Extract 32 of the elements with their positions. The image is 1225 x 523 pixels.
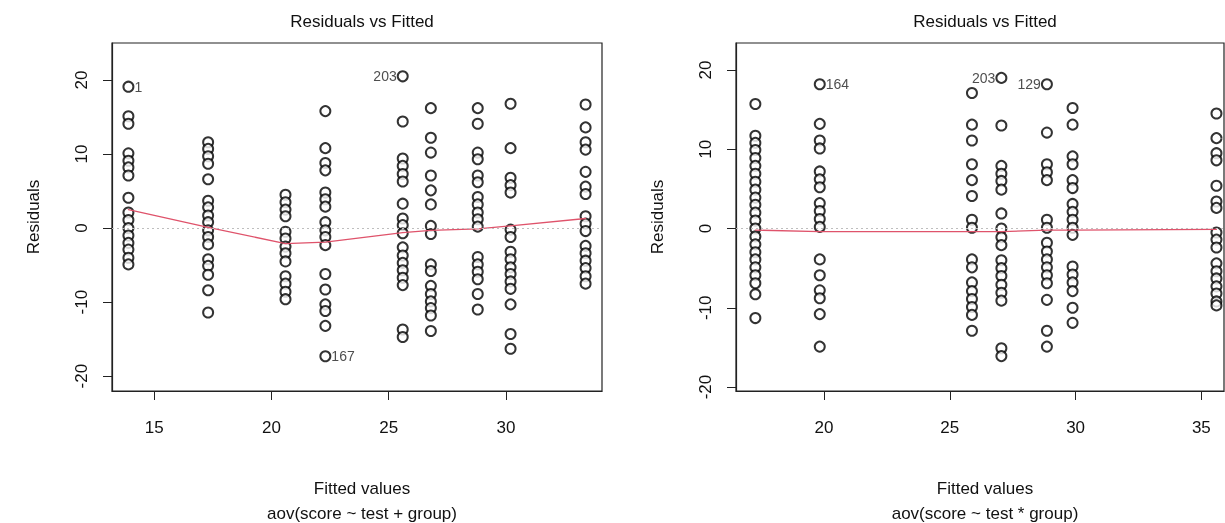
x-tick-label: 30 [1066,418,1086,437]
y-tick-label: -10 [696,295,715,321]
x-axis-title: Fitted values [313,479,411,498]
y-tick-label: 20 [72,70,91,90]
y-tick-label: 10 [696,139,715,159]
x-tick-label: 20 [261,418,281,437]
y-tick-label: 20 [696,60,715,80]
y-axis-title: Residuals [24,179,43,255]
x-tick-label: 30 [496,418,516,437]
y-axis-title: Residuals [648,179,667,255]
x-tick-label: 20 [814,418,834,437]
y-tick-label: -20 [696,374,715,400]
y-tick-label: 0 [696,223,715,234]
x-tick-label: 25 [940,418,960,437]
x-axis-title: Fitted values [936,479,1034,498]
y-tick-label: 10 [72,144,91,164]
annotation: 164 [825,76,850,93]
x-tick-label: 35 [1191,418,1211,437]
y-tick-label: -10 [72,289,91,315]
chart-title: Residuals vs Fitted [290,12,434,31]
text: aov(score ~ test * group) [891,504,1079,523]
annotation: 203 [373,68,397,85]
y-tick-label: -20 [72,363,91,389]
text: aov(score ~ test + group) [267,504,457,523]
chart-title: Residuals vs Fitted [913,12,1057,31]
annotation: 129 [1017,76,1042,93]
x-tick-label: 25 [379,418,399,437]
annotation: 1 [134,78,143,95]
annotation: 167 [331,348,355,365]
y-tick-label: 0 [72,223,91,233]
x-tick-label: 15 [144,418,164,437]
annotation: 203 [972,69,996,86]
